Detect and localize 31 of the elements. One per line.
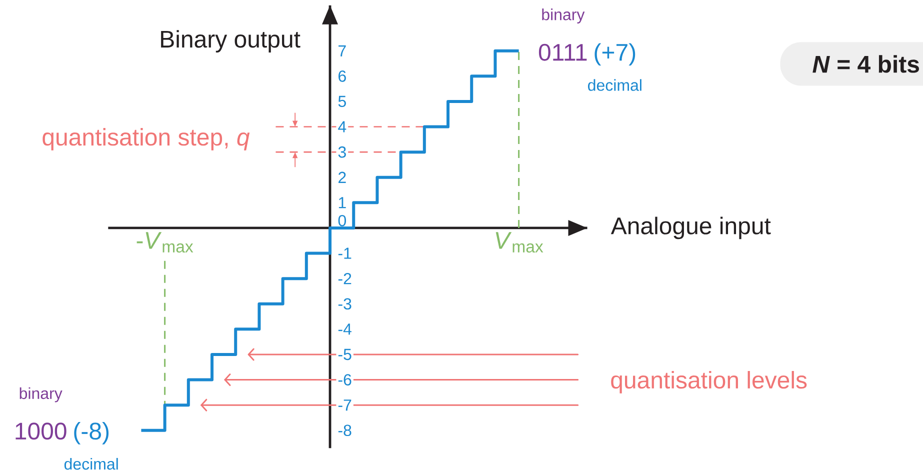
ref-line-label: quantisation levels: [611, 370, 807, 394]
y-tick-label: -2: [338, 272, 352, 284]
text: decimal: [588, 79, 642, 91]
x-tick-label: V$_{max}$: [496, 232, 544, 253]
text: binary: [542, 8, 585, 24]
y-tick-label: 3: [338, 146, 346, 158]
y-tick-label: -1: [338, 248, 352, 259]
y-tick-label: 0: [338, 214, 346, 226]
text: decimal: [64, 458, 118, 470]
y-tick-label: 6: [338, 70, 346, 82]
text: 1000: [16, 422, 66, 440]
y-tick-label: -4: [338, 324, 352, 335]
y-tick-label: 2: [338, 172, 346, 183]
y-tick-label: 5: [338, 96, 346, 108]
y-axis-title: Binary output: [161, 30, 300, 52]
annotation: quantisation step, q: [42, 128, 250, 150]
text: (-8): [74, 422, 109, 444]
y-tick-label: 7: [338, 45, 346, 56]
y-tick-label: -7: [338, 400, 352, 411]
y-tick-label: -6: [338, 374, 352, 386]
y-tick-label: -8: [338, 424, 352, 436]
y-tick-label: 4: [338, 121, 346, 132]
x-axis-title: Analogue input: [610, 216, 771, 240]
y-tick-label: -5: [338, 348, 352, 360]
x-tick-label: -V$_{max}$: [136, 232, 194, 253]
y-tick-label: -3: [338, 298, 352, 310]
text: binary: [20, 387, 62, 402]
annotation: 0111: [538, 44, 587, 61]
y-tick-label: 1: [338, 197, 346, 208]
text: N = 4 bits: [812, 55, 919, 73]
text: (+7): [594, 43, 636, 66]
